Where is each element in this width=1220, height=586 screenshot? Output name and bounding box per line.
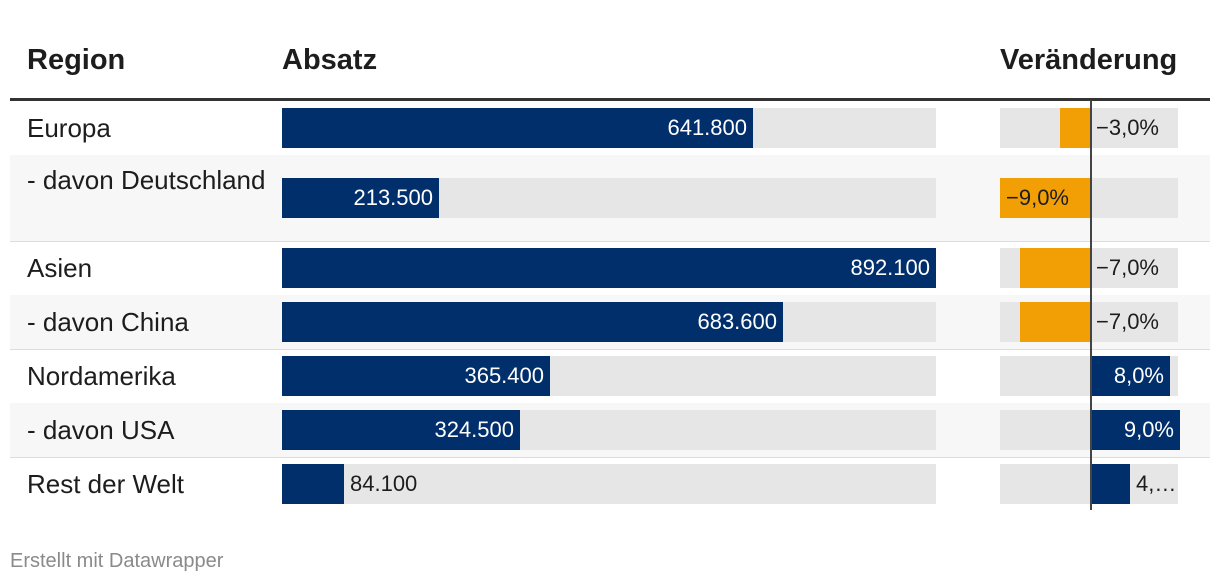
change-zero-axis (1090, 100, 1092, 510)
change-value: 8,0% (1113, 363, 1164, 388)
change-value: −7,0% (1096, 309, 1159, 334)
change-value: 4,… (1136, 471, 1177, 496)
row-divider (10, 349, 1210, 350)
row-divider (10, 457, 1210, 458)
row-divider (10, 241, 1210, 242)
sales-bar[interactable] (282, 410, 520, 450)
sales-value: 324.500 (434, 417, 514, 442)
sales-value: 213.500 (353, 185, 433, 210)
sales-value: 892.100 (850, 255, 930, 280)
table-row[interactable]: Nordamerika (10, 349, 1210, 403)
sales-bar[interactable] (282, 108, 753, 148)
footer-credit: Erstellt mit Datawrapper (10, 550, 224, 572)
table-row[interactable]: Europa (10, 101, 1210, 155)
sales-value: 683.600 (697, 309, 777, 334)
region-label: - davon USA (27, 415, 175, 445)
column-header-absatz[interactable]: Absatz (282, 44, 378, 76)
region-label: - davon China (27, 307, 189, 337)
sales-bar[interactable] (282, 248, 936, 288)
sales-bar[interactable] (282, 356, 550, 396)
sales-track (282, 464, 936, 504)
header-divider (10, 98, 1210, 101)
region-label: Europa (27, 113, 111, 143)
change-value: −9,0% (1006, 185, 1069, 210)
region-label: Rest der Welt (27, 469, 185, 499)
column-header-region[interactable]: Region (27, 44, 126, 76)
sales-value: 84.100 (350, 471, 418, 496)
change-track (1000, 464, 1178, 504)
table-row[interactable]: Asien (10, 241, 1210, 295)
change-bar[interactable] (1090, 464, 1130, 504)
region-label: - davon Deutschland (27, 165, 266, 195)
region-label: Nordamerika (27, 361, 176, 391)
table-row[interactable]: Rest der Welt (10, 457, 1210, 511)
change-bar[interactable] (1090, 356, 1170, 396)
change-value: 9,0% (1123, 417, 1174, 442)
change-value: −3,0% (1096, 115, 1159, 140)
sales-bar[interactable] (282, 302, 783, 342)
change-bar[interactable] (1020, 302, 1090, 342)
change-bar[interactable] (1060, 108, 1090, 148)
sales-value: 365.400 (464, 363, 544, 388)
change-bar[interactable] (1000, 178, 1090, 218)
sales-bar[interactable] (282, 178, 439, 218)
region-label: Asien (27, 253, 93, 283)
change-bar[interactable] (1020, 248, 1090, 288)
sales-bar[interactable] (282, 464, 344, 504)
change-bar[interactable] (1090, 410, 1180, 450)
sales-value: 641.800 (667, 115, 747, 140)
column-header-veraenderung[interactable]: Veränderung (1000, 44, 1178, 76)
change-value: −7,0% (1096, 255, 1159, 280)
